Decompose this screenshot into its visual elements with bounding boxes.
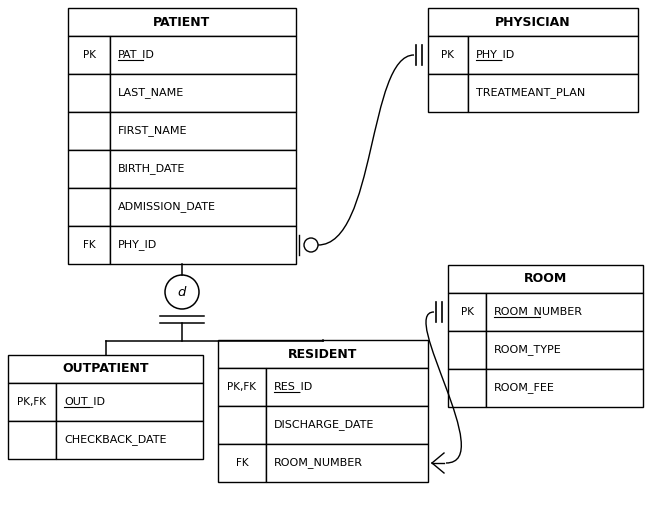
Bar	[468, 36, 638, 74]
Text: CHECKBACK_DATE: CHECKBACK_DATE	[64, 434, 167, 446]
Bar	[486, 293, 643, 331]
Bar	[448, 293, 486, 331]
Text: BIRTH_DATE: BIRTH_DATE	[118, 164, 186, 174]
Bar	[110, 36, 296, 74]
Bar	[68, 188, 110, 226]
Text: OUTPATIENT: OUTPATIENT	[62, 362, 148, 376]
Bar	[428, 8, 638, 36]
Text: ROOM_TYPE: ROOM_TYPE	[494, 344, 562, 356]
Bar	[8, 383, 56, 421]
Bar	[218, 368, 266, 406]
Bar	[448, 369, 486, 407]
Bar	[110, 150, 296, 188]
Text: ROOM_NUMBER: ROOM_NUMBER	[494, 307, 583, 317]
Bar	[110, 188, 296, 226]
Bar	[8, 355, 203, 383]
Text: ROOM_NUMBER: ROOM_NUMBER	[274, 457, 363, 469]
Text: PAT_ID: PAT_ID	[118, 50, 155, 60]
Bar	[68, 150, 110, 188]
Text: PHY_ID: PHY_ID	[118, 240, 158, 250]
Text: TREATMEANT_PLAN: TREATMEANT_PLAN	[476, 87, 585, 99]
Bar	[428, 74, 468, 112]
Text: ROOM: ROOM	[524, 272, 567, 286]
Bar	[428, 36, 468, 74]
Text: RESIDENT: RESIDENT	[288, 347, 357, 360]
Bar	[218, 406, 266, 444]
Text: LAST_NAME: LAST_NAME	[118, 87, 184, 99]
Bar	[8, 421, 56, 459]
Bar	[110, 226, 296, 264]
Text: PK: PK	[441, 50, 454, 60]
Text: OUT_ID: OUT_ID	[64, 397, 105, 407]
Text: PK,FK: PK,FK	[227, 382, 256, 392]
Text: PK: PK	[83, 50, 96, 60]
Text: PATIENT: PATIENT	[154, 15, 211, 29]
Bar	[448, 265, 643, 293]
Bar	[468, 74, 638, 112]
Text: PK: PK	[460, 307, 473, 317]
Bar	[56, 383, 203, 421]
Text: ADMISSION_DATE: ADMISSION_DATE	[118, 201, 216, 213]
Bar	[110, 112, 296, 150]
Bar	[448, 331, 486, 369]
Text: RES_ID: RES_ID	[274, 382, 313, 392]
Text: PHYSICIAN: PHYSICIAN	[495, 15, 571, 29]
Bar	[68, 8, 296, 36]
Bar	[218, 340, 428, 368]
Bar	[486, 331, 643, 369]
Text: d: d	[178, 286, 186, 298]
Text: PHY_ID: PHY_ID	[476, 50, 515, 60]
Bar	[68, 226, 110, 264]
Bar	[68, 36, 110, 74]
Bar	[266, 406, 428, 444]
Text: PK,FK: PK,FK	[18, 397, 46, 407]
Text: FK: FK	[83, 240, 95, 250]
Bar	[56, 421, 203, 459]
Bar	[68, 74, 110, 112]
Bar	[266, 368, 428, 406]
Bar	[266, 444, 428, 482]
Bar	[218, 444, 266, 482]
Bar	[486, 369, 643, 407]
Bar	[68, 112, 110, 150]
Text: FIRST_NAME: FIRST_NAME	[118, 126, 187, 136]
Text: FK: FK	[236, 458, 248, 468]
Bar	[110, 74, 296, 112]
Text: DISCHARGE_DATE: DISCHARGE_DATE	[274, 420, 374, 430]
Text: ROOM_FEE: ROOM_FEE	[494, 383, 555, 393]
